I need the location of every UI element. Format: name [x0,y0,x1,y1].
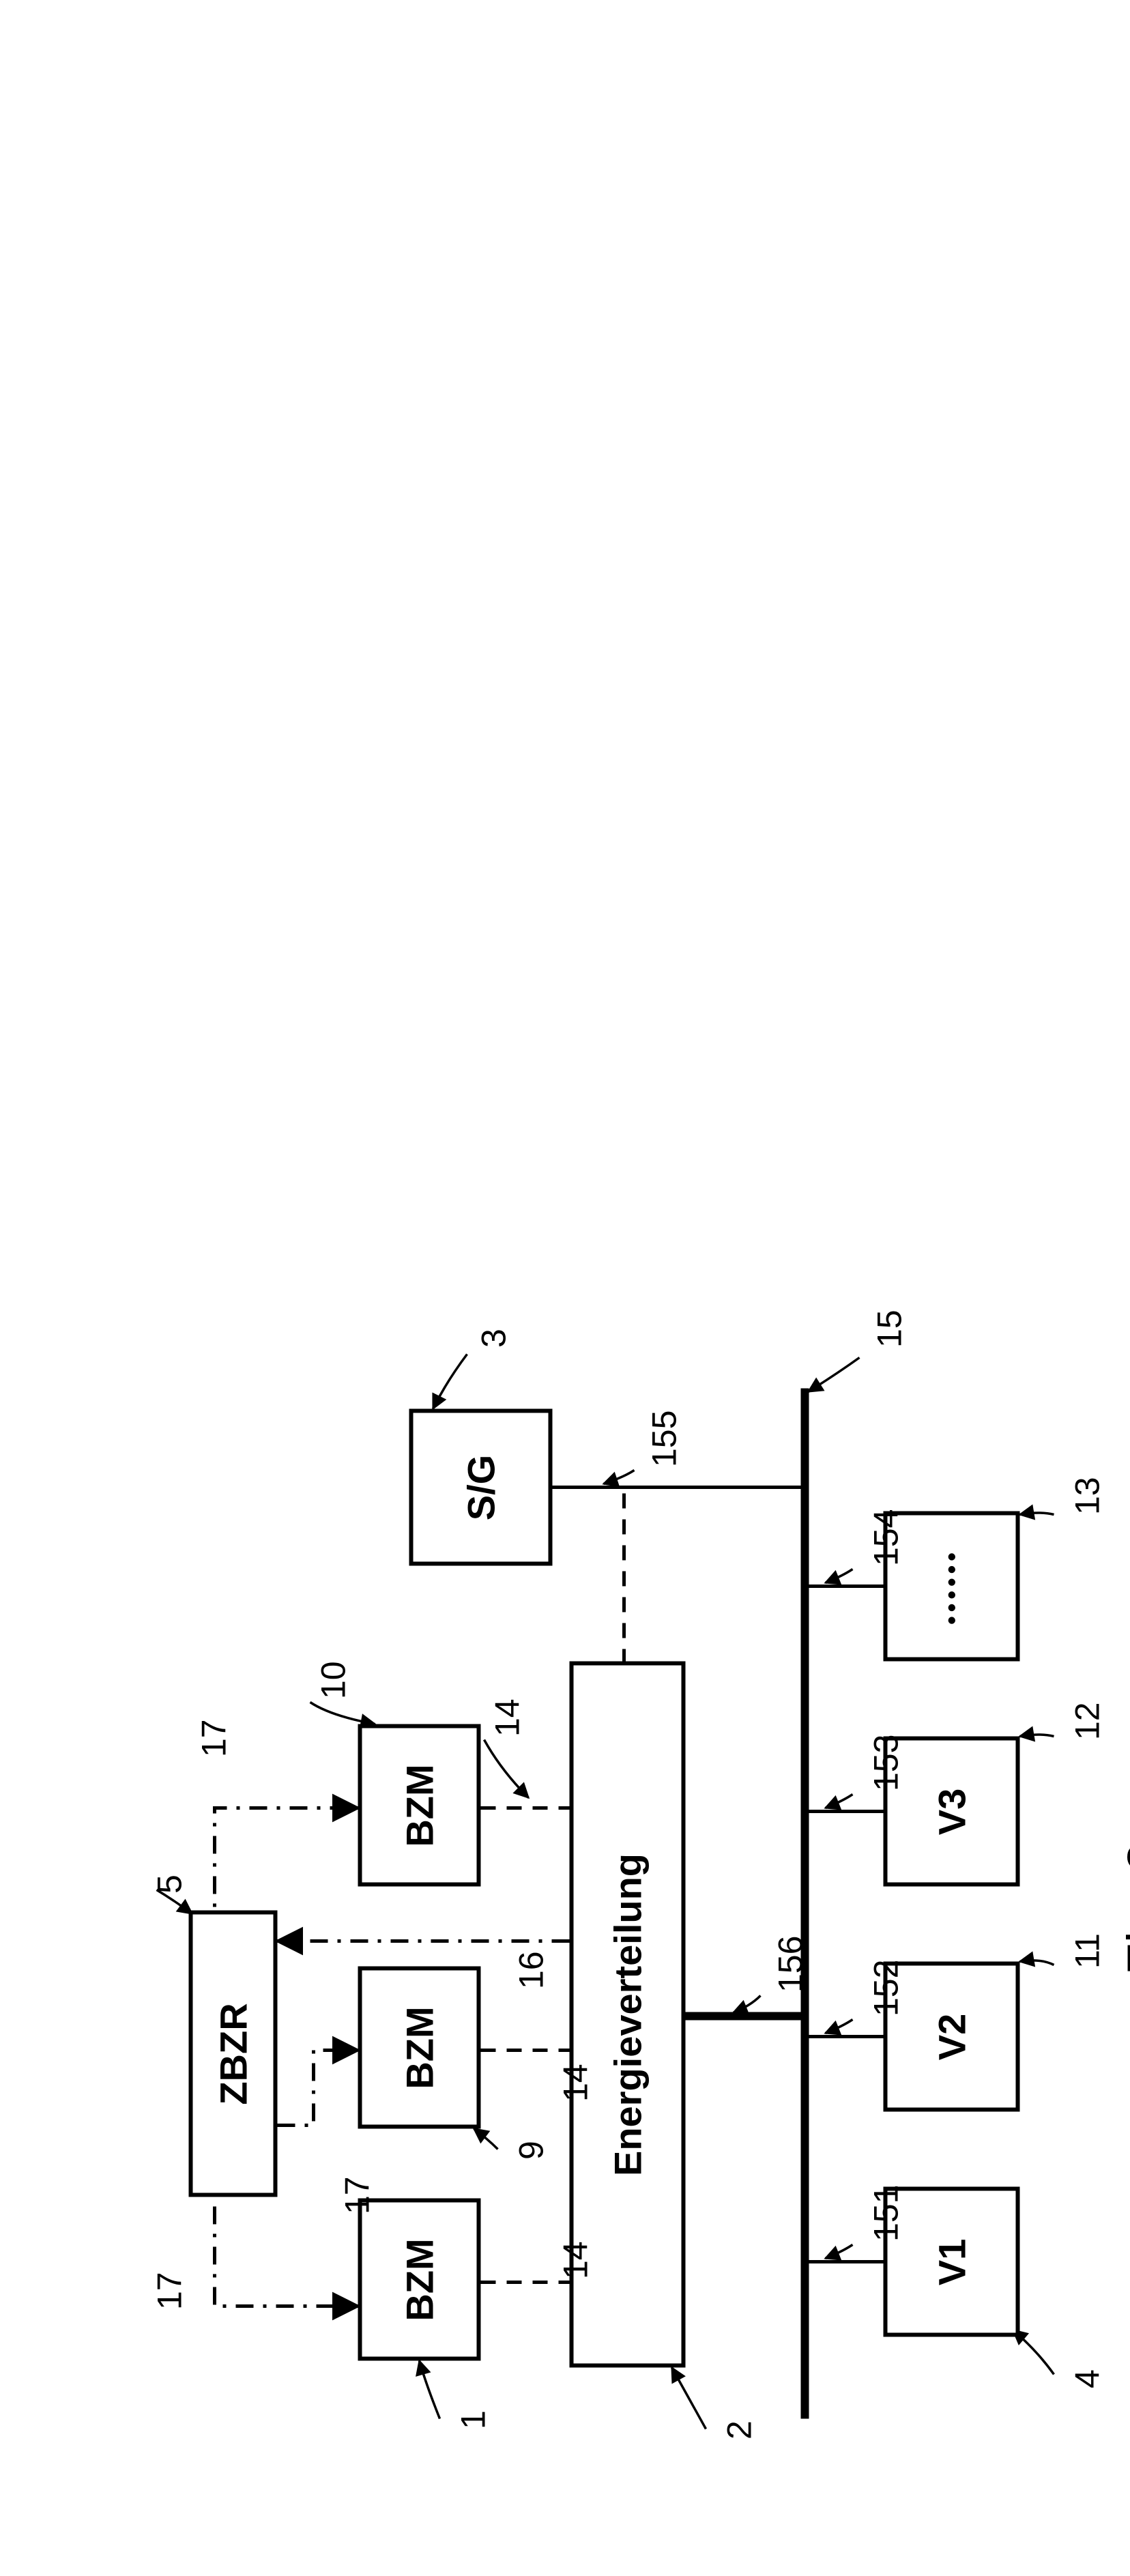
v3-label: V3 [929,1789,974,1836]
ref-17: 17 [150,2272,190,2310]
figure-label: Fig. 2 [1116,1842,1130,1976]
bzm-box-1: BZM [358,2199,481,2361]
bzm-box-2: BZM [358,1967,481,2129]
ref-155: 155 [645,1410,684,1467]
ref-17: 17 [194,1719,234,1757]
bzm-label-3: BZM [397,1764,441,1847]
ref-156: 156 [771,1936,811,1993]
ref-9: 9 [512,2141,551,2160]
v1-label: V1 [929,2239,974,2286]
bzm-label-1: BZM [397,2238,441,2321]
ref-11: 11 [1068,1933,1107,1969]
ref-1: 1 [454,2410,493,2429]
ref-14: 14 [556,2064,596,2102]
ref-154: 154 [867,1509,906,1566]
ref-2: 2 [720,2420,759,2440]
ref-151: 151 [867,2185,906,2242]
ref-152: 152 [867,1960,906,2016]
ref-12: 12 [1068,1702,1107,1740]
ref-10: 10 [314,1661,353,1699]
ref-4: 4 [1068,2369,1107,2388]
sg-box: S/G [409,1409,553,1566]
zbzr-label: ZBZR [211,2003,255,2104]
ref-16: 16 [512,1951,551,1989]
v2-label: V2 [929,2014,974,2061]
distribution-label: Energieverteilung [605,1853,650,2176]
bzm-box-3: BZM [358,1724,481,1887]
v-etc-dots: •••••• [938,1548,966,1625]
zbzr-box: ZBZR [189,1911,278,2197]
ref-14: 14 [556,2241,596,2279]
diagram-canvas: ZBZR BZM BZM BZM Energieverteilung S/G V… [106,1235,1130,2576]
ref-153: 153 [867,1735,906,1791]
ref-14: 14 [488,1698,527,1737]
ref-5: 5 [150,1875,190,1894]
ref-3: 3 [474,1329,514,1348]
sg-label: S/G [459,1455,503,1520]
ref-17: 17 [338,2176,377,2214]
ref-15: 15 [870,1309,910,1348]
bzm-label-2: BZM [397,2006,441,2089]
ref-13: 13 [1068,1477,1107,1515]
